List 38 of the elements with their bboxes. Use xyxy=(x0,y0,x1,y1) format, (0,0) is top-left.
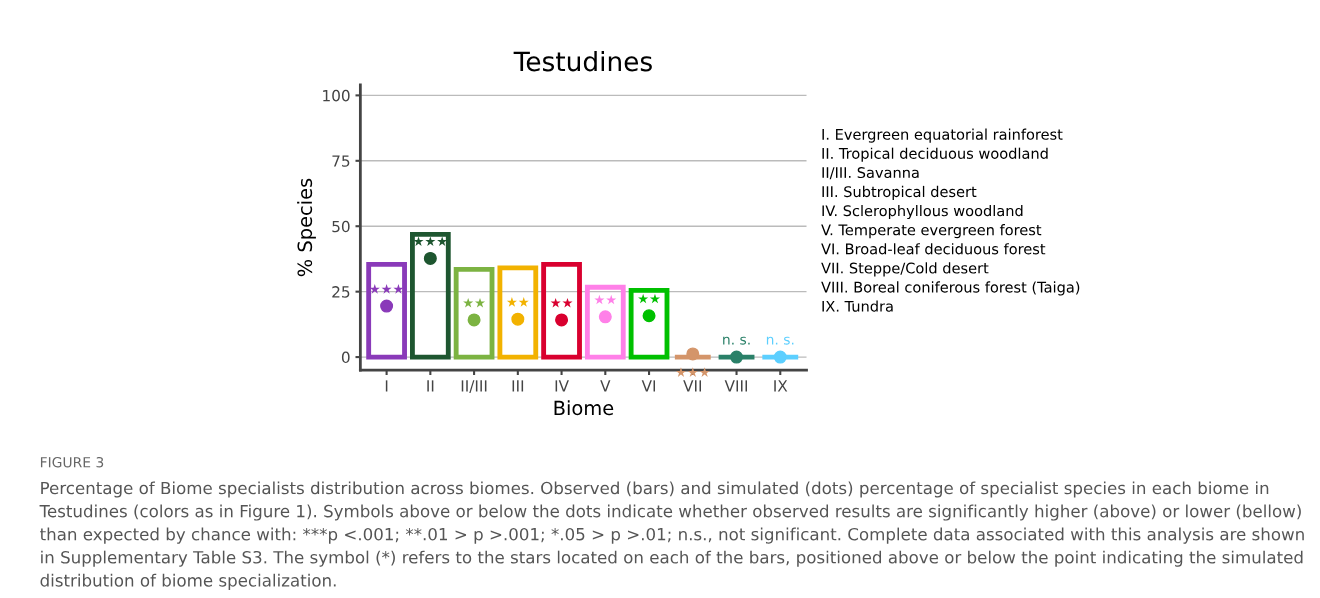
y-tick-label: 25 xyxy=(332,286,350,298)
annotation: n. s. xyxy=(766,336,794,345)
x-tick-label: IX xyxy=(774,380,788,392)
x-tick-label: V xyxy=(600,380,611,392)
annotation: ★★ xyxy=(638,293,661,304)
y-tick-label: 75 xyxy=(332,155,350,167)
annotation: ★★ xyxy=(594,294,617,305)
annotation: ★★ xyxy=(463,297,486,308)
point xyxy=(423,251,437,265)
y-axis-title: % Species xyxy=(297,178,316,277)
annotation: ★★ xyxy=(550,297,573,308)
point xyxy=(686,347,700,361)
x-axis-title: Biome xyxy=(554,400,614,416)
annotation: ★★ xyxy=(506,297,529,307)
x-tick-label: IV xyxy=(555,380,569,392)
caption: FIGURE 3 xyxy=(40,456,104,468)
x-tick-label: VI xyxy=(641,380,656,392)
text: Percentage of Biome specialists distribution across biomes. Observed (bars) and simulated (dots) percentage of specialist species in each biome in Testudines (colors as in Figure 1). Symbols above or below the dots indicate whether observed results are significantly higher (above) or lower (bellow) than expected by chance with: ***p <.001; **.01 > p >.001; *.05 > p >.01; n.s., not significant. Complete data associated with this analysis are shown in Supplementary Table S3. The symbol (*) refers to the stars located on each of the bars, positioned above or below the point indicating the simulated distribution of biome specialization. xyxy=(39,481,1304,590)
x-tick-label: VII xyxy=(683,380,702,392)
point xyxy=(511,312,525,326)
y-tick-label: 100 xyxy=(323,89,350,102)
point xyxy=(730,350,744,364)
x-tick-label: II/III xyxy=(461,380,487,393)
y-tick-label: 0 xyxy=(341,351,350,364)
annotation: n. s. xyxy=(723,336,750,345)
x-tick-label: I xyxy=(385,380,388,392)
point xyxy=(642,309,656,323)
point xyxy=(467,313,481,327)
point xyxy=(598,310,612,324)
chart-title: Testudines xyxy=(513,50,652,72)
point xyxy=(380,299,394,313)
y-tick-label: 50 xyxy=(332,220,350,233)
x-tick-label: II xyxy=(427,380,434,392)
x-tick-label: VIII xyxy=(724,380,748,392)
point xyxy=(773,350,787,364)
text: I. Evergreen equatorial rainforest II. Tropical deciduous woodland II/III. Savanna III. Subtropical desert IV. Sclerophyllous woodland V. Temperate evergreen forest VI. Broad-leaf deciduous forest VII. Steppe/Cold desert VIII. Boreal coniferous forest (Taiga) IX. Tundra xyxy=(821,128,1080,312)
point xyxy=(555,313,569,327)
x-tick-label: III xyxy=(512,380,524,392)
